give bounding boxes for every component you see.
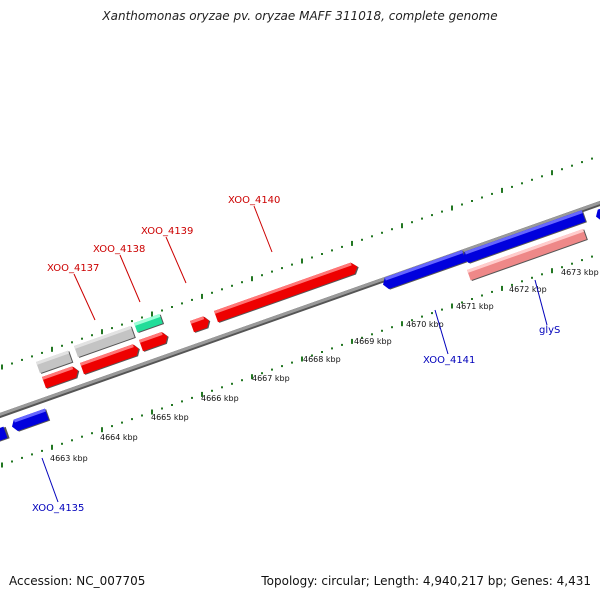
- scale-label: 4668 kbp: [303, 355, 341, 364]
- scale-label: 4666 kbp: [201, 394, 239, 403]
- gene-feature-red-3[interactable]: [139, 330, 171, 352]
- scale-label: 4669 kbp: [354, 337, 392, 346]
- scale-label: 4665 kbp: [151, 413, 189, 422]
- outer-ruler-ticks: [1, 157, 593, 370]
- gene-feature-red-1[interactable]: [42, 365, 81, 390]
- gene-label-glys[interactable]: glyS: [539, 325, 560, 336]
- gene-feature-xoo-4139[interactable]: [190, 315, 212, 334]
- gene-label-xoo-4135[interactable]: XOO_4135: [32, 503, 84, 514]
- gene-label-leaders: [41, 205, 548, 503]
- scale-label: 4673 kbp: [561, 268, 599, 277]
- gene-label-xoo-4139[interactable]: XOO_4139: [141, 226, 193, 237]
- genome-backbone: [0, 200, 600, 417]
- gene-feature-xoo-4140[interactable]: [214, 261, 361, 324]
- scale-label: 4671 kbp: [456, 302, 494, 311]
- scale-label: 4663 kbp: [50, 454, 88, 463]
- gene-feature-grey-1[interactable]: [36, 350, 74, 374]
- gene-feature-blue-edge[interactable]: [0, 426, 10, 442]
- inner-ruler-ticks: [1, 255, 593, 468]
- gene-feature-blue-long[interactable]: [461, 210, 587, 265]
- accession-label: Accession: NC_007705: [9, 574, 146, 588]
- gene-feature-xoo-4135[interactable]: [10, 408, 51, 433]
- gene-label-xoo-4137[interactable]: XOO_4137: [47, 263, 99, 274]
- scale-label: 4664 kbp: [100, 433, 138, 442]
- gene-label-xoo-4140[interactable]: XOO_4140: [228, 195, 280, 206]
- gene-feature-glys[interactable]: [467, 228, 588, 282]
- scale-label: 4667 kbp: [252, 374, 290, 383]
- rna-gene-feature[interactable]: [134, 313, 165, 334]
- gene-labels: XOO_4137 XOO_4138 XOO_4139 XOO_4140 XOO_…: [32, 195, 560, 514]
- genome-summary-label: Topology: circular; Length: 4,940,217 bp…: [261, 574, 591, 588]
- page-title: Xanthomonas oryzae pv. oryzae MAFF 31101…: [102, 9, 498, 23]
- gene-feature-red-2[interactable]: [80, 343, 142, 376]
- scale-labels: 4663 kbp 4664 kbp 4665 kbp 4666 kbp 4667…: [50, 268, 599, 463]
- scale-label: 4672 kbp: [509, 285, 547, 294]
- gene-label-xoo-4138[interactable]: XOO_4138: [93, 244, 145, 255]
- gene-feature-xoo-4141[interactable]: [381, 250, 468, 291]
- gene-label-xoo-4141[interactable]: XOO_4141: [423, 355, 475, 366]
- scale-label: 4670 kbp: [406, 320, 444, 329]
- gene-feature-grey-2[interactable]: [74, 325, 136, 359]
